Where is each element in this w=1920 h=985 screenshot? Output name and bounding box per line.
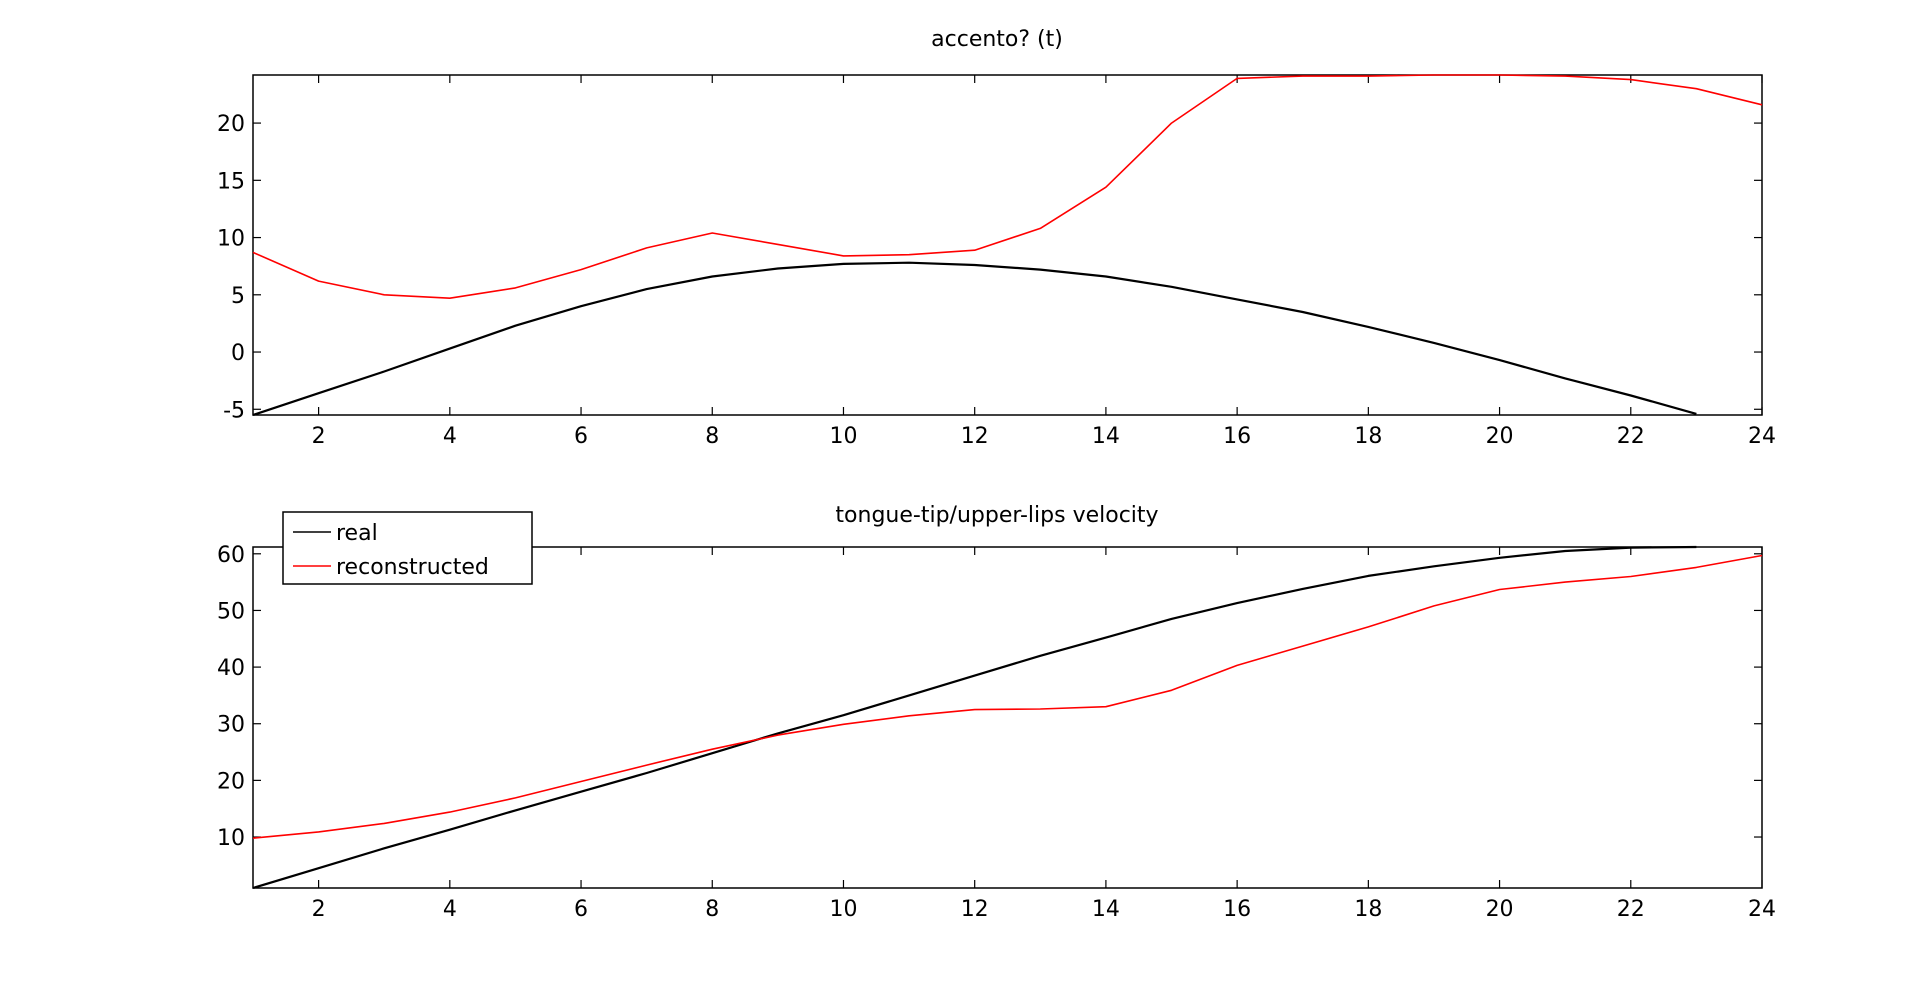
bottom-chart-series-reconstructed-line [252,554,1763,839]
top-chart-x-tick-label: 10 [829,424,857,449]
bottom-chart-title: tongue-tip/upper-lips velocity [835,503,1158,528]
bottom-chart-x-tick-label: 6 [574,897,588,922]
bottom-chart-x-tick-label: 24 [1748,897,1776,922]
top-chart-x-tick-label: 8 [705,424,719,449]
legend-label-reconstructed: reconstructed [336,555,489,580]
top-chart-title: accento? (t) [931,27,1063,52]
bottom-chart-panel: tongue-tip/upper-lips velocity 2 4 6 8 10 12 1… [217,503,1776,922]
bottom-chart-x-tick-label: 2 [312,897,326,922]
legend-label-real: real [336,521,378,546]
legend-box [282,511,533,585]
bottom-chart-axes-frame [252,546,1763,889]
top-chart-y-tick-label: 20 [217,112,245,137]
top-chart-x-tick-label: 2 [312,424,326,449]
top-chart-x-tick-label: 14 [1092,424,1120,449]
bottom-chart-series-real-line [252,545,1697,890]
bottom-chart-x-tick-label: 4 [443,897,457,922]
bottom-chart-x-tick-label: 12 [961,897,989,922]
top-chart-x-tick-label: 20 [1486,424,1514,449]
top-chart-series-black-line [252,261,1697,417]
bottom-chart-y-tick-label: 40 [217,656,245,681]
top-chart-x-tick-label: 22 [1617,424,1645,449]
bottom-chart-x-tick-label: 10 [829,897,857,922]
bottom-chart-x-tick-label: 18 [1354,897,1382,922]
top-chart-x-tick-label: 6 [574,424,588,449]
top-chart-x-tick-label: 18 [1354,424,1382,449]
bottom-chart-y-tick-label: 50 [217,599,245,624]
bottom-chart-y-tick-label: 60 [217,543,245,568]
bottom-chart-y-tick-label: 10 [217,826,245,851]
top-chart-y-tick-label: 15 [217,169,245,194]
top-chart-y-tick-label: -5 [223,398,245,423]
top-chart-y-tick-label: 10 [217,227,245,252]
bottom-chart-x-tick-label: 16 [1223,897,1251,922]
bottom-chart-x-tick-label: 14 [1092,897,1120,922]
bottom-chart-x-tick-label: 22 [1617,897,1645,922]
bottom-chart-y-tick-label: 20 [217,769,245,794]
top-chart-y-tick-label: 5 [231,284,245,309]
top-chart-panel: accento? (t) 2 4 6 8 10 12 14 16 18 20 22 24-505101… [217,27,1776,449]
bottom-chart-x-tick-label: 8 [705,897,719,922]
top-chart-x-tick-label: 12 [961,424,989,449]
top-chart-x-tick-label: 16 [1223,424,1251,449]
top-chart-x-tick-label: 24 [1748,424,1776,449]
bottom-chart-x-tick-label: 20 [1486,897,1514,922]
top-chart-x-tick-label: 4 [443,424,457,449]
bottom-chart-legend: real reconstructed [282,511,533,585]
bottom-chart-y-tick-label: 30 [217,713,245,738]
top-chart-axes-frame [252,74,1763,416]
top-chart-series-red-line [252,74,1763,300]
top-chart-y-tick-label: 0 [231,341,245,366]
